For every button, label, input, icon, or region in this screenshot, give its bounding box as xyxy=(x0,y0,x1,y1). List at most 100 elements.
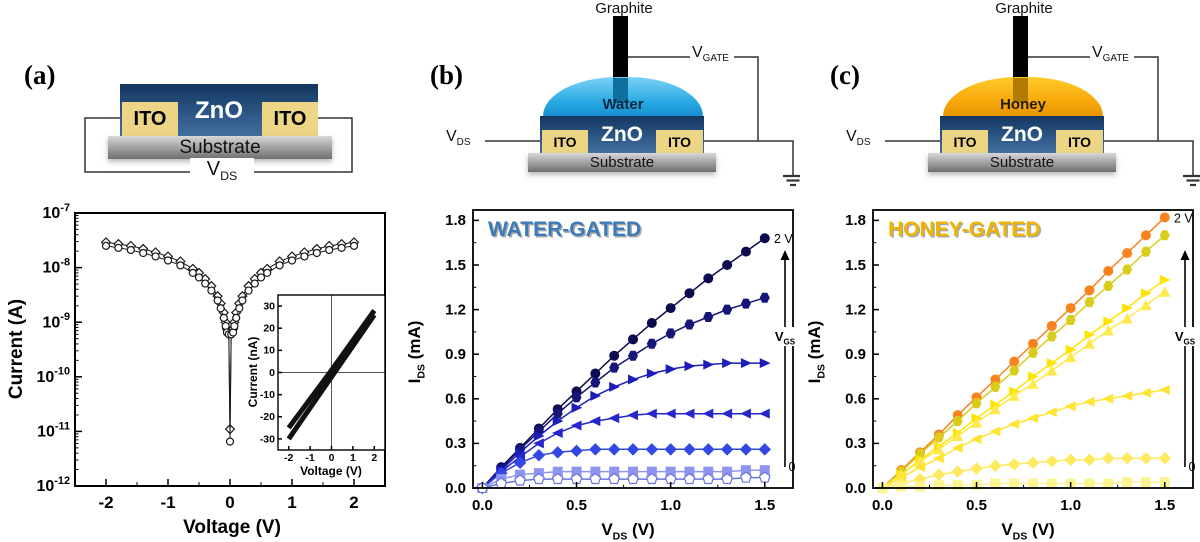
panel-b: (b) Graphite Water ZnO ITO ITO Substrat xyxy=(400,0,800,542)
vds-main: V xyxy=(446,128,457,145)
svg-text:0.5: 0.5 xyxy=(566,497,587,514)
svg-text:0: 0 xyxy=(329,452,335,464)
svg-text:0.6: 0.6 xyxy=(445,391,466,408)
svg-text:10-7: 10-7 xyxy=(43,202,70,222)
svg-text:10-11: 10-11 xyxy=(37,420,70,440)
svg-text:10-12: 10-12 xyxy=(36,475,70,495)
graphite-electrode-tip xyxy=(613,78,628,103)
honey-label: Honey xyxy=(1000,96,1046,113)
substrate-label: Substrate xyxy=(179,136,261,158)
water-label: Water xyxy=(602,96,644,113)
ito-electrode-right: ITO xyxy=(656,130,703,153)
ito-label: ITO xyxy=(553,133,577,150)
svg-text:0.0: 0.0 xyxy=(872,497,893,514)
svg-text:20: 20 xyxy=(263,323,275,335)
svg-text:0.9: 0.9 xyxy=(445,346,466,363)
substrate-layer: Substrate xyxy=(528,153,716,172)
svg-text:1.5: 1.5 xyxy=(1154,497,1175,514)
svg-text:1.5: 1.5 xyxy=(845,257,866,274)
svg-text:0.9: 0.9 xyxy=(845,346,866,363)
ito-label: ITO xyxy=(1067,133,1092,150)
svg-text:WATER-GATED: WATER-GATED xyxy=(490,220,643,243)
substrate-layer: Substrate xyxy=(928,153,1116,172)
vgate-main: V xyxy=(1092,44,1103,61)
schematic-wiring-b xyxy=(485,56,800,187)
svg-text:10-8: 10-8 xyxy=(43,257,70,277)
svg-text:0.0: 0.0 xyxy=(445,480,466,497)
svg-text:10-9: 10-9 xyxy=(43,311,70,331)
ito-label: ITO xyxy=(667,133,692,150)
svg-text:2: 2 xyxy=(371,452,377,464)
svg-text:0.5: 0.5 xyxy=(966,497,987,514)
graphite-label: Graphite xyxy=(995,0,1053,17)
vds-label: VDS xyxy=(846,128,870,148)
ground-symbol xyxy=(783,174,800,187)
vgate-label: VGATE xyxy=(1092,44,1129,64)
svg-text:VGS: VGS xyxy=(1175,329,1196,346)
substrate-label: Substrate xyxy=(989,154,1055,171)
svg-text:1: 1 xyxy=(350,452,356,464)
graphite-electrode xyxy=(1013,16,1028,80)
svg-text:-1: -1 xyxy=(160,493,175,512)
svg-text:IDS (mA): IDS (mA) xyxy=(405,321,427,384)
zno-label: ZnO xyxy=(601,122,643,146)
svg-text:10-10: 10-10 xyxy=(36,366,70,386)
substrate-layer: Substrate xyxy=(108,136,332,159)
svg-text:-2: -2 xyxy=(284,452,293,464)
svg-text:1.2: 1.2 xyxy=(445,301,466,318)
svg-text:0.0: 0.0 xyxy=(845,480,866,497)
svg-text:VGS: VGS xyxy=(775,329,796,346)
ito-electrode-left: ITO xyxy=(542,130,588,153)
water-gated-output-chart: 0.0 0.5 1.0 1.5 0.0 0.3 0.6 0.9 1.2 1.5 1.8 VDS (V)… xyxy=(405,209,799,542)
gate-wire-right xyxy=(1134,56,1159,141)
ito-electrode-right: ITO xyxy=(262,102,318,137)
ito-label: ITO xyxy=(133,108,167,130)
svg-text:2 V: 2 V xyxy=(1174,211,1193,225)
graphite-label: Graphite xyxy=(595,0,653,17)
svg-text:1.0: 1.0 xyxy=(1060,497,1081,514)
vds-main: V xyxy=(206,158,221,180)
panel-c: (c) Graphite Honey ZnO ITO ITO Substrat xyxy=(800,0,1200,542)
ground-symbol xyxy=(1183,174,1200,187)
vds-label: VDS xyxy=(446,128,470,148)
svg-text:0: 0 xyxy=(269,367,275,379)
svg-text:-2: -2 xyxy=(98,493,113,512)
honey-gated-output-chart: 0.0 0.5 1.0 1.5 0.0 0.3 0.6 0.9 1.2 1.5 1.8 VDS (V)… xyxy=(805,209,1199,542)
svg-text:1.0: 1.0 xyxy=(660,497,681,514)
svg-text:WATER-GATED: WATER-GATED xyxy=(488,218,641,241)
drain-ground-wire xyxy=(703,140,794,175)
svg-text:-20: -20 xyxy=(260,411,275,423)
vds-main: V xyxy=(846,128,857,145)
svg-text:1.8: 1.8 xyxy=(845,212,866,229)
svg-text:1.5: 1.5 xyxy=(754,497,775,514)
svg-text:-10: -10 xyxy=(260,389,275,401)
svg-text:HONEY-GATED: HONEY-GATED xyxy=(888,218,1040,241)
svg-text:1: 1 xyxy=(287,493,296,512)
vgate-sub: GATE xyxy=(702,53,729,65)
svg-text:-30: -30 xyxy=(260,433,275,445)
ito-electrode-left: ITO xyxy=(942,130,988,153)
vds-sub: DS xyxy=(456,137,471,149)
graphite-electrode xyxy=(613,16,628,80)
zno-label: ZnO xyxy=(195,96,243,124)
panel-a-label: (a) xyxy=(24,60,56,90)
svg-text:0: 0 xyxy=(789,460,796,474)
schematic-wiring-c xyxy=(885,56,1200,187)
svg-text:VDS (V): VDS (V) xyxy=(601,520,654,542)
vds-sub: DS xyxy=(220,169,238,183)
panel-b-label: (b) xyxy=(430,60,463,90)
panel-a: (a) ZnO ITO ITO Substrate VDS -2 -1 0 1 2 10-… xyxy=(0,0,400,542)
drain-ground-wire xyxy=(1103,140,1194,175)
ito-label: ITO xyxy=(953,133,977,150)
svg-text:0.3: 0.3 xyxy=(445,435,466,452)
ito-electrode-left: ITO xyxy=(122,102,178,137)
svg-text:0: 0 xyxy=(1189,460,1196,474)
svg-text:Current (nA): Current (nA) xyxy=(246,337,260,408)
vgate-main: V xyxy=(692,44,703,61)
svg-text:1.8: 1.8 xyxy=(445,212,466,229)
svg-text:0.6: 0.6 xyxy=(845,391,866,408)
svg-text:VDS (V): VDS (V) xyxy=(1001,520,1054,542)
panel-c-label: (c) xyxy=(830,60,860,90)
svg-text:0.0: 0.0 xyxy=(472,497,493,514)
